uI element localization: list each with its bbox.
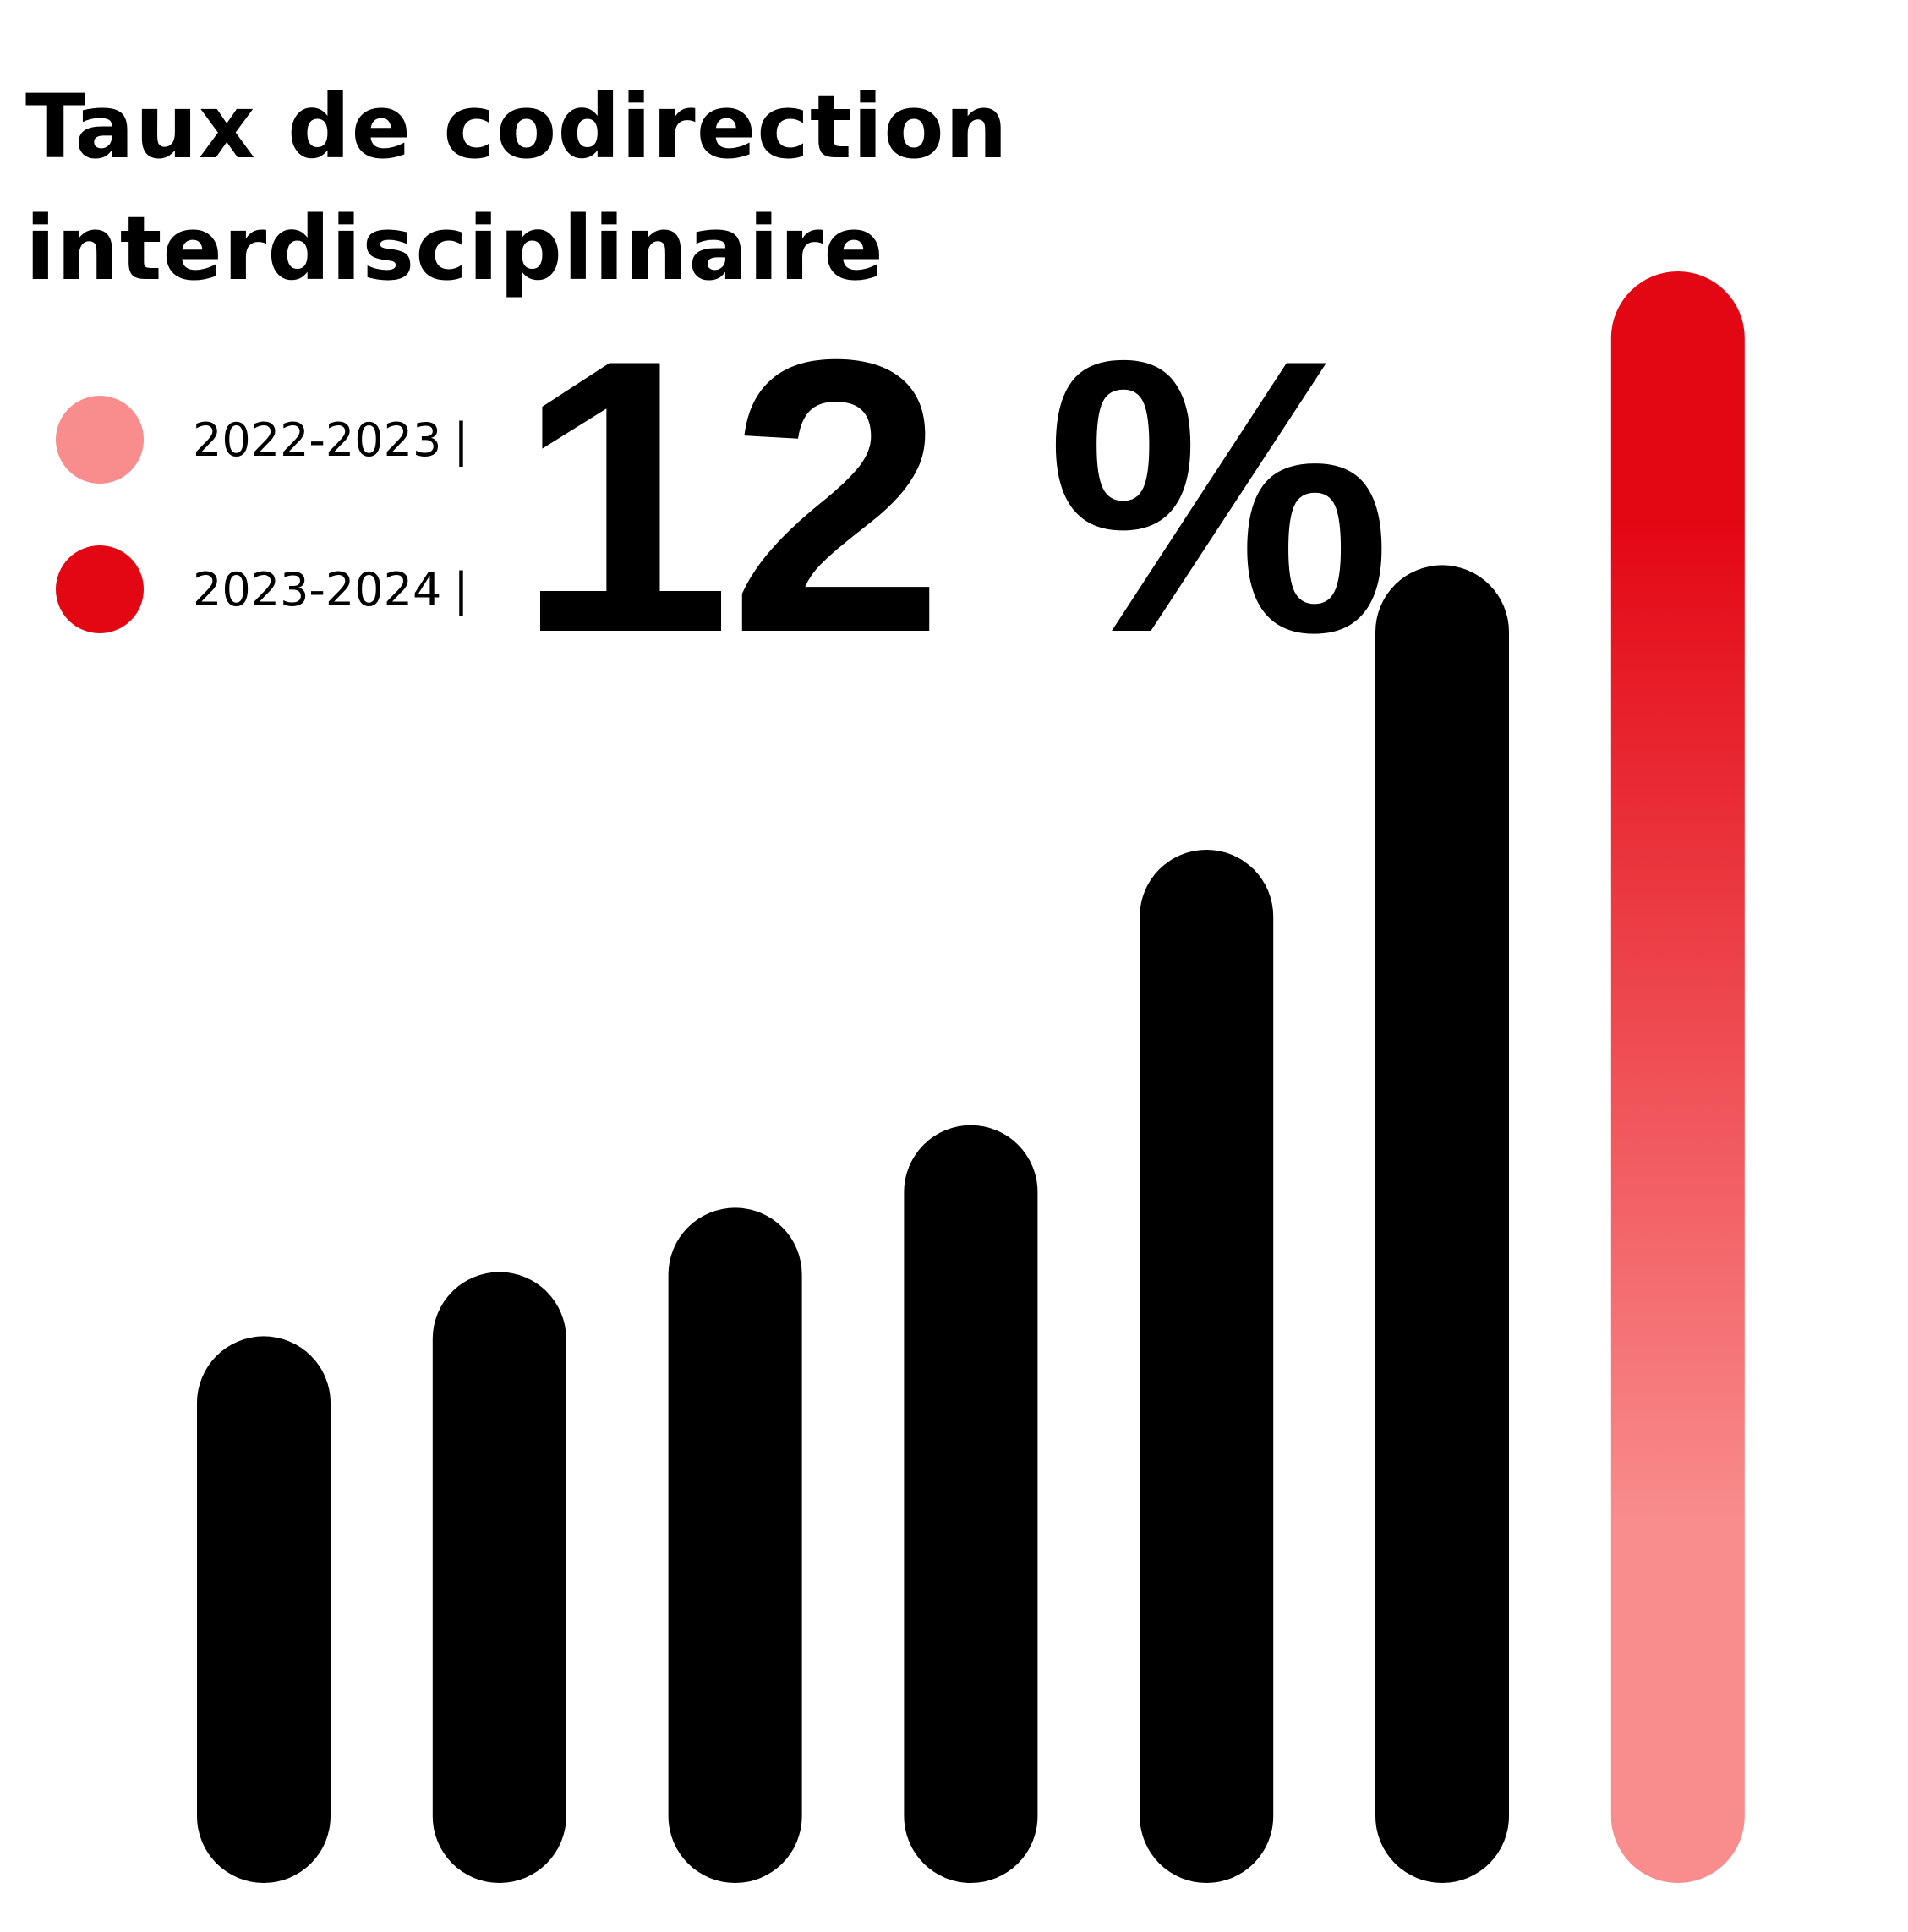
legend-item-2023-2024: 2023-2024 | [56,545,469,633]
legend-swatch-2022-2023 [56,396,144,484]
bar-highlighted [1610,271,1745,1883]
chart-title: Taux de codirection interdisciplinaire [25,66,1009,309]
legend-item-2022-2023: 2022-2023 | [56,396,469,484]
legend-label-2023-2024: 2023-2024 [193,562,442,616]
legend-label-2022-2023: 2022-2023 [193,413,442,467]
highlight-value: 12 % [516,280,1391,714]
chart-title-line-2: interdisciplinaire [25,197,884,300]
legend-separator-2023-2024: | [453,562,469,616]
chart-title-line-1: Taux de codirection [25,75,1009,178]
legend-swatch-2023-2024 [56,545,144,633]
legend-separator-2022-2023: | [453,413,469,467]
